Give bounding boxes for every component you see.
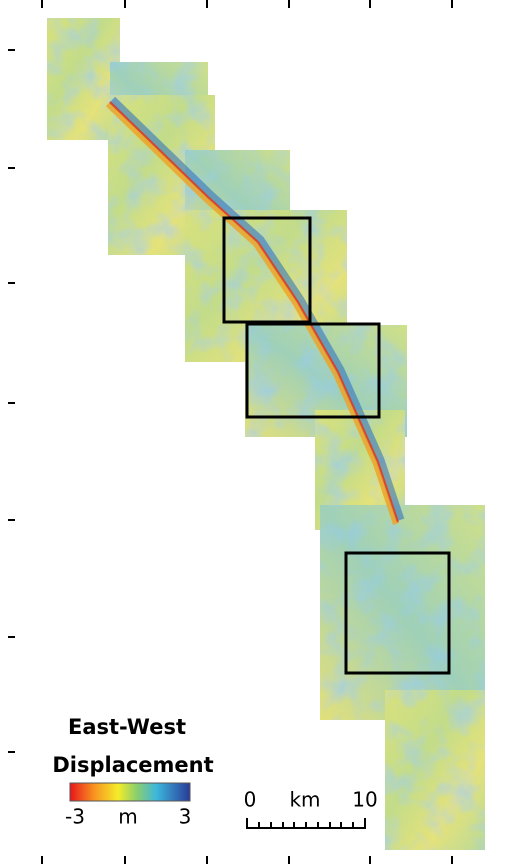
legend-title: Displacement bbox=[52, 753, 213, 777]
colorbar bbox=[70, 783, 190, 801]
colorbar-max: 3 bbox=[179, 805, 192, 829]
figure: East-West Displacement -3 m 3 0 km 10 bbox=[0, 0, 515, 864]
legend-title: East-West bbox=[68, 715, 186, 739]
colorbar-min: -3 bbox=[65, 805, 85, 829]
scale-unit: km bbox=[289, 788, 320, 812]
legend: East-West Displacement -3 m 3 bbox=[52, 715, 213, 829]
colorbar-unit: m bbox=[118, 805, 137, 829]
scale-start: 0 bbox=[244, 788, 257, 812]
scale-bar: 0 km 10 bbox=[244, 788, 378, 830]
scale-end: 10 bbox=[352, 788, 377, 812]
